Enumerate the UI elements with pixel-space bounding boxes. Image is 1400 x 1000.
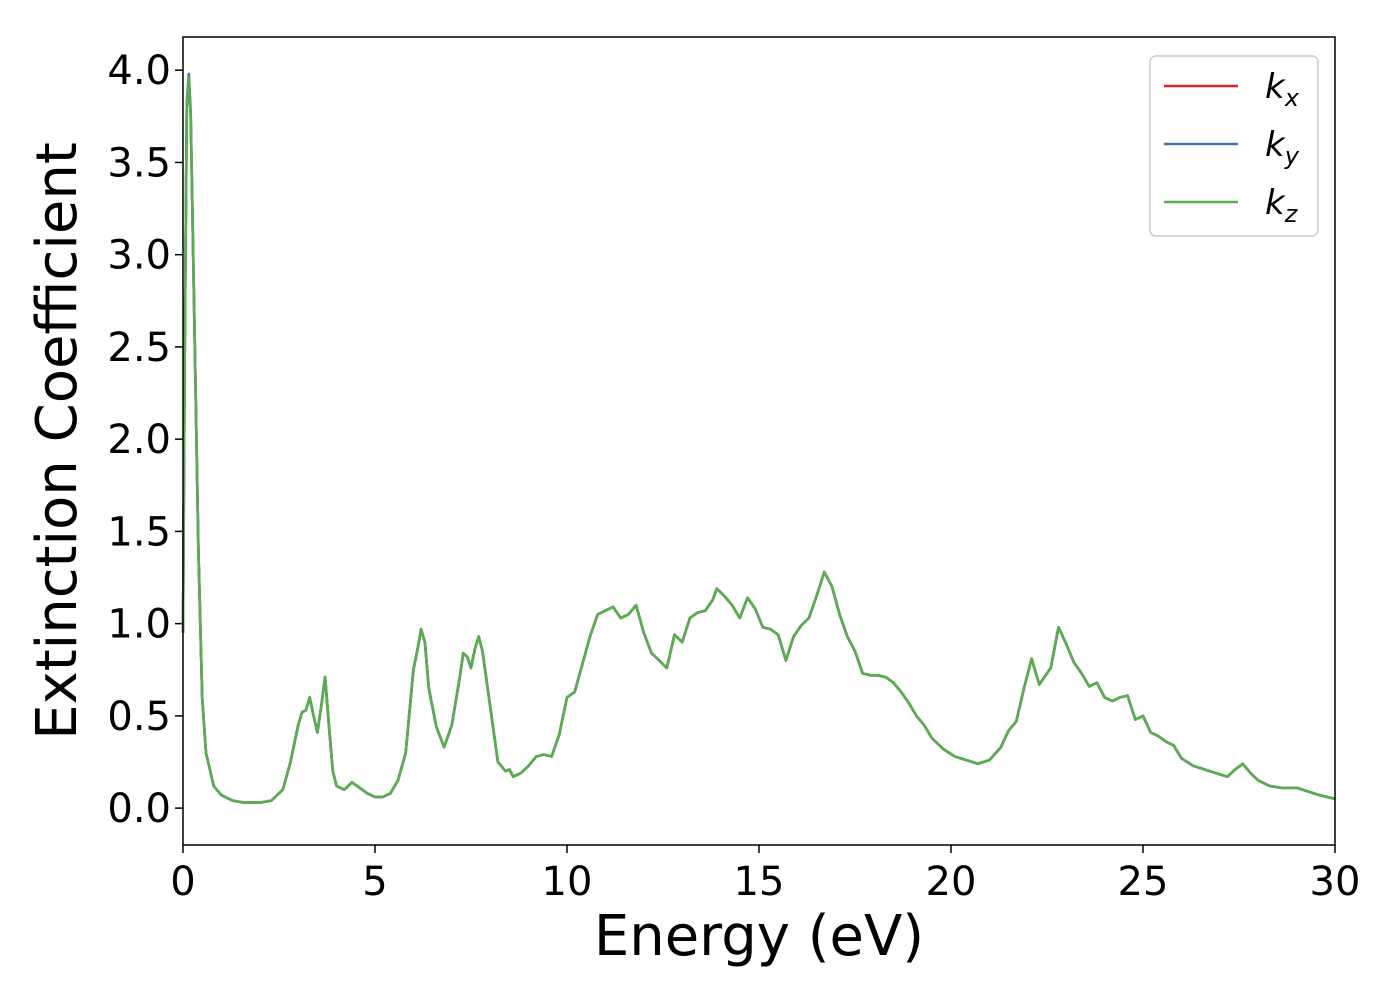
x-tick-label: 20 xyxy=(926,859,977,905)
y-tick-label: 3.5 xyxy=(107,140,171,186)
legend-label-base: k xyxy=(1265,183,1286,223)
legend-label-kz: kz xyxy=(1265,183,1299,228)
y-tick-label: 0.5 xyxy=(107,694,171,740)
legend-label-subscript: y xyxy=(1284,142,1300,170)
x-tick-label: 25 xyxy=(1118,859,1169,905)
y-tick-label: 2.0 xyxy=(107,417,171,463)
y-tick-label: 1.0 xyxy=(107,602,171,648)
x-tick-label: 10 xyxy=(542,859,593,905)
x-tick-label: 30 xyxy=(1310,859,1361,905)
x-tick-label: 15 xyxy=(734,859,785,905)
tick-layer: 0 5 10 15 20 25 30 0.0 0.5 1.0 1.5 2.0 2.5 3.0 3.5 4.0 xyxy=(107,48,1360,905)
x-tick-label: 5 xyxy=(362,859,387,905)
y-tick-label: 1.5 xyxy=(107,509,171,555)
y-tick-label: 0.0 xyxy=(107,786,171,832)
plot-frame xyxy=(182,36,1336,846)
y-axis-label: Extinction Coefficient xyxy=(25,142,90,740)
x-axis-label: Energy (eV) xyxy=(594,904,924,969)
y-tick-label: 3.0 xyxy=(107,233,171,279)
y-tick-label: 2.5 xyxy=(107,325,171,371)
x-tick-label: 0 xyxy=(170,859,195,905)
legend-label-subscript: x xyxy=(1284,84,1300,112)
legend-label-ky: ky xyxy=(1265,125,1300,170)
legend-label-base: k xyxy=(1265,67,1286,107)
legend-label-kx: kx xyxy=(1265,67,1300,112)
legend-box xyxy=(1149,55,1319,237)
legend-label-base: k xyxy=(1265,125,1286,165)
legend-label-subscript: z xyxy=(1284,200,1299,228)
y-tick-label: 4.0 xyxy=(107,48,171,94)
series-layer xyxy=(181,72,1336,804)
series-line-kz xyxy=(181,76,1336,804)
